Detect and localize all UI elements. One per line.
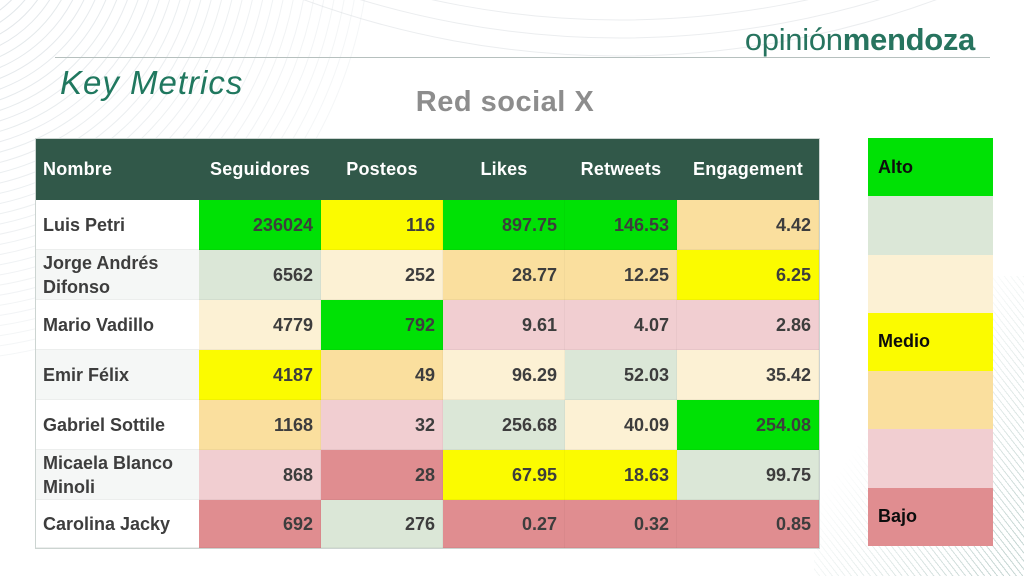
value-cell: 32: [321, 400, 443, 450]
value-cell: 792: [321, 300, 443, 350]
value-cell: 897.75: [443, 200, 565, 250]
value-cell: 4187: [199, 350, 321, 400]
legend-band: [868, 254, 993, 313]
value-cell: 4.07: [565, 300, 677, 350]
page-title: Key Metrics: [60, 64, 244, 101]
column-header-likes: Likes: [443, 139, 565, 200]
metrics-table: Nombre Seguidores Posteos Likes Retweets Enga…: [35, 138, 820, 549]
legend-band: [868, 196, 993, 255]
column-header-posteos: Posteos: [321, 139, 443, 200]
value-cell: 28.77: [443, 250, 565, 300]
value-cell: 2.86: [677, 300, 819, 350]
site-logo: opiniónmendoza: [745, 22, 975, 58]
value-cell: 6562: [199, 250, 321, 300]
value-cell: 28: [321, 450, 443, 500]
value-cell: 96.29: [443, 350, 565, 400]
row-name: Emir Félix: [36, 350, 199, 400]
legend-band-alto: Alto: [868, 138, 993, 197]
value-cell: 0.85: [677, 500, 819, 548]
value-cell: 52.03: [565, 350, 677, 400]
logo-prefix: opinión: [744, 22, 843, 57]
value-cell: 18.63: [565, 450, 677, 500]
value-cell: 12.25: [565, 250, 677, 300]
value-cell: 67.95: [443, 450, 565, 500]
row-name: Jorge Andrés Difonso: [36, 250, 199, 300]
value-cell: 99.75: [677, 450, 819, 500]
value-cell: 4.42: [677, 200, 819, 250]
value-cell: 116: [321, 200, 443, 250]
legend-band: [868, 371, 993, 430]
table-title: Red social X: [415, 86, 595, 118]
logo-suffix: mendoza: [842, 22, 976, 57]
legend-band: [868, 429, 993, 488]
column-header-seguidores: Seguidores: [199, 139, 321, 200]
legend-band-bajo: Bajo: [868, 487, 993, 546]
value-cell: 146.53: [565, 200, 677, 250]
color-legend: Alto Medio Bajo: [868, 138, 993, 546]
row-name: Micaela Blanco Minoli: [36, 450, 199, 500]
row-name: Gabriel Sottile: [36, 400, 199, 450]
value-cell: 0.27: [443, 500, 565, 548]
value-cell: 254.08: [677, 400, 819, 450]
row-name: Luis Petri: [36, 200, 199, 250]
value-cell: 236024: [199, 200, 321, 250]
value-cell: 1168: [199, 400, 321, 450]
value-cell: 868: [199, 450, 321, 500]
header-divider: [55, 57, 990, 58]
value-cell: 4779: [199, 300, 321, 350]
value-cell: 0.32: [565, 500, 677, 548]
column-header-nombre: Nombre: [36, 139, 199, 200]
row-name: Carolina Jacky: [36, 500, 199, 548]
legend-band-medio: Medio: [868, 312, 993, 372]
value-cell: 6.25: [677, 250, 819, 300]
row-name: Mario Vadillo: [36, 300, 199, 350]
value-cell: 252: [321, 250, 443, 300]
value-cell: 692: [199, 500, 321, 548]
value-cell: 256.68: [443, 400, 565, 450]
value-cell: 40.09: [565, 400, 677, 450]
value-cell: 276: [321, 500, 443, 548]
column-header-engagement: Engagement: [677, 139, 819, 200]
column-header-retweets: Retweets: [565, 139, 677, 200]
value-cell: 49: [321, 350, 443, 400]
value-cell: 35.42: [677, 350, 819, 400]
value-cell: 9.61: [443, 300, 565, 350]
